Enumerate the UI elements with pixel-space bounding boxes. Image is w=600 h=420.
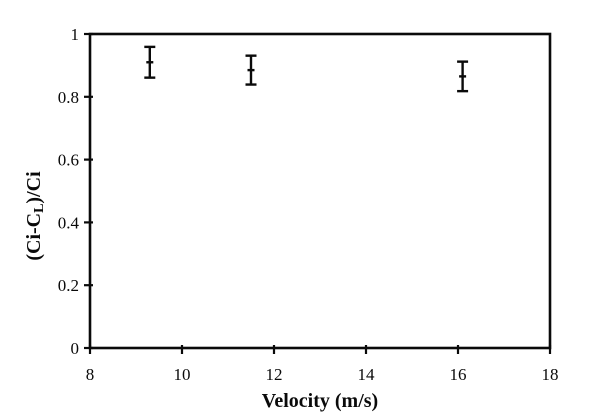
y-axis-title: (Ci-CL)/Ci	[23, 171, 47, 261]
y-axis-tick-label: 0.6	[58, 151, 79, 170]
error-bar	[144, 45, 156, 79]
error-bar	[245, 54, 257, 86]
plot-frame	[88, 32, 552, 350]
x-axis-tick-label: 10	[174, 365, 191, 384]
y-axis-tick-label: 0	[71, 339, 80, 358]
y-axis-title-subscript: L	[32, 204, 47, 213]
x-axis-tick-label: 14	[358, 365, 376, 384]
error-bar	[457, 60, 469, 93]
x-axis-title: Velocity (m/s)	[262, 390, 378, 412]
x-axis-tick-label: 18	[542, 365, 559, 384]
y-axis-tick-label: 0.4	[58, 213, 80, 232]
y-axis-title-part: )/Ci	[23, 171, 45, 204]
y-axis-tick-label: 0.2	[58, 276, 79, 295]
x-axis-tick-label: 8	[86, 365, 95, 384]
x-axis-tick-label: 12	[266, 365, 283, 384]
y-axis-title-part: (Ci-C	[23, 213, 45, 261]
y-axis-tick-label: 0.8	[58, 88, 79, 107]
x-axis-tick-label: 16	[450, 365, 467, 384]
y-axis-tick-label: 1	[71, 25, 80, 44]
